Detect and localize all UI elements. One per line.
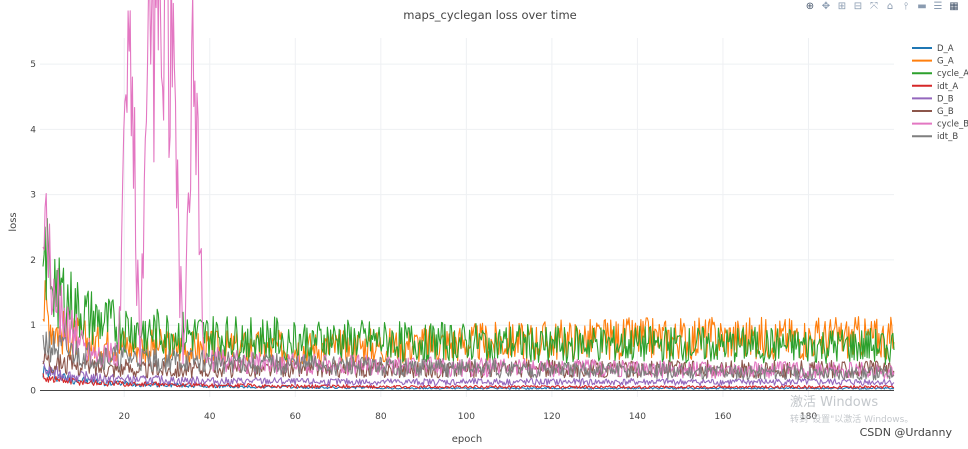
- x-tick-label: 100: [458, 412, 475, 422]
- pan-icon[interactable]: ✥: [821, 1, 831, 12]
- legend-label: D_A: [937, 44, 954, 54]
- legend-label: cycle_B: [937, 120, 968, 130]
- legend-label: D_B: [937, 94, 954, 104]
- legend[interactable]: D_A G_A cycle_A idt_A D_B G_B cycle_B idt_B: [912, 44, 968, 142]
- reset-axes-icon[interactable]: ⌂: [886, 1, 894, 12]
- zoom-icon[interactable]: ⊕: [805, 1, 815, 12]
- x-tick-label: 60: [290, 412, 302, 422]
- y-tick-label: 2: [30, 256, 36, 266]
- zoom-out-icon[interactable]: ⊟: [853, 1, 863, 12]
- legend-item-G_A[interactable]: G_A: [912, 57, 954, 67]
- spike-lines-icon[interactable]: ⫯: [903, 1, 909, 12]
- series-line-D_B: [42, 360, 895, 387]
- legend-label: idt_A: [937, 82, 958, 92]
- y-tick-label: 0: [30, 386, 36, 396]
- watermark-title: 激活 Windows: [790, 395, 879, 410]
- x-tick-label: 20: [119, 412, 131, 422]
- plotly-logo-icon[interactable]: ▦: [949, 1, 959, 12]
- legend-label: idt_B: [937, 132, 958, 142]
- legend-item-D_B[interactable]: D_B: [912, 94, 954, 104]
- autoscale-icon[interactable]: ⤧: [870, 1, 878, 12]
- legend-label: G_B: [937, 107, 954, 117]
- x-axis-label: epoch: [452, 434, 482, 445]
- legend-item-idt_A[interactable]: idt_A: [912, 82, 958, 92]
- series-lines: [42, 0, 895, 390]
- y-tick-label: 5: [30, 60, 36, 70]
- hover-compare-icon[interactable]: ☰: [933, 1, 943, 12]
- series-line-cycle_B: [42, 0, 895, 380]
- chart-title: maps_cyclegan loss over time: [403, 8, 576, 22]
- x-tick-label: 180: [800, 412, 817, 422]
- legend-item-cycle_B[interactable]: cycle_B: [912, 120, 968, 130]
- chart-toolbar: ⊕ ✥ ⊞ ⊟ ⤧ ⌂ ⫯ ▬ ☰ ▦: [804, 0, 960, 14]
- x-tick-label: 80: [375, 412, 387, 422]
- axes: 20 40 60 80 100 120 140 160 180 0 1 2 3 4 5: [30, 60, 817, 422]
- x-tick-label: 40: [204, 412, 216, 422]
- y-tick-label: 3: [30, 191, 36, 201]
- series-line-D_A: [42, 365, 895, 390]
- x-tick-label: 140: [629, 412, 646, 422]
- legend-label: cycle_A: [937, 69, 968, 79]
- y-tick-label: 1: [30, 321, 36, 331]
- series-line-idt_A: [42, 373, 895, 389]
- x-tick-label: 160: [714, 412, 731, 422]
- windows-activation-watermark: 激活 Windows 转到"设置"以激活 Windows。: [790, 391, 913, 425]
- legend-item-idt_B[interactable]: idt_B: [912, 132, 958, 142]
- legend-item-cycle_A[interactable]: cycle_A: [912, 69, 968, 79]
- series-line-idt_B: [42, 330, 895, 381]
- hover-closest-icon[interactable]: ▬: [917, 1, 927, 12]
- y-tick-label: 4: [30, 125, 36, 135]
- y-axis-label: loss: [8, 212, 19, 231]
- x-tick-label: 120: [543, 412, 560, 422]
- series-line-cycle_A: [42, 218, 895, 365]
- watermark-subtitle: 转到"设置"以激活 Windows。: [790, 415, 914, 425]
- source-credit: CSDN @Urdanny: [859, 426, 952, 439]
- legend-item-D_A[interactable]: D_A: [912, 44, 954, 54]
- legend-label: G_A: [937, 57, 954, 67]
- legend-item-G_B[interactable]: G_B: [912, 107, 954, 117]
- zoom-in-icon[interactable]: ⊞: [837, 1, 847, 12]
